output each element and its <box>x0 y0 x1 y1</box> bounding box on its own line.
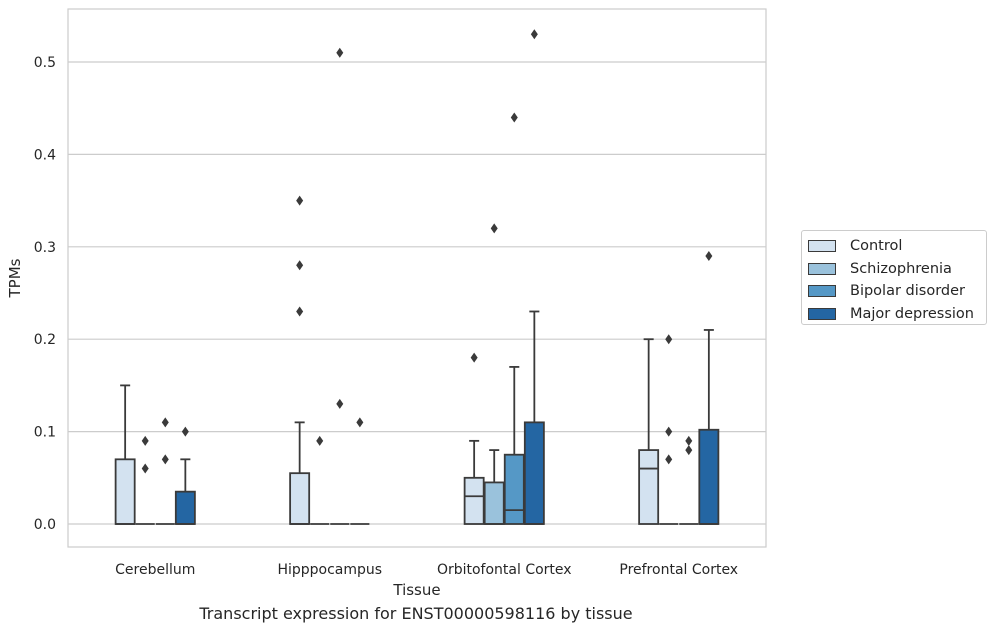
outlier-point <box>181 426 189 437</box>
box <box>463 476 485 525</box>
y-tick-label: 0.0 <box>34 517 56 533</box>
outlier-point <box>161 417 169 428</box>
outlier-point <box>141 463 149 474</box>
outlier-point <box>356 417 364 428</box>
outlier-point <box>296 306 304 317</box>
box <box>483 481 505 525</box>
outlier-point <box>685 435 693 446</box>
x-tick-label: Orbitofontal Cortex <box>437 562 572 578</box>
y-tick-label: 0.2 <box>34 332 56 348</box>
outlier-point <box>665 334 673 345</box>
box <box>289 472 311 525</box>
outlier-point <box>161 454 169 465</box>
chart-caption: Transcript expression for ENST0000059811… <box>199 604 633 623</box>
box <box>174 490 196 525</box>
legend-swatch <box>808 240 836 253</box>
outlier-point <box>490 223 498 234</box>
y-tick-labels: 0.0 0.1 0.2 0.3 0.4 0.5 <box>34 55 56 533</box>
box-series <box>114 29 720 525</box>
legend-label: Schizophrenia <box>850 260 952 277</box>
box <box>698 428 720 525</box>
y-tick-label: 0.3 <box>34 240 56 256</box>
outlier-point <box>141 435 149 446</box>
outlier-point <box>336 47 344 58</box>
y-tick-label: 0.1 <box>34 425 56 441</box>
x-tick-label: Hipppocampus <box>277 562 382 578</box>
x-axis-title: Tissue <box>392 581 440 599</box>
outlier-point <box>336 398 344 409</box>
legend-item: Schizophrenia <box>808 258 986 281</box>
x-tick-label: Prefrontal Cortex <box>619 562 738 578</box>
legend-swatch <box>808 262 836 275</box>
y-tick-label: 0.4 <box>34 147 56 163</box>
outlier-point <box>296 195 304 206</box>
outlier-point <box>510 112 518 123</box>
legend: Control Schizophrenia Bipolar disorder Majo… <box>801 230 987 325</box>
y-axis-title: TPMs <box>6 258 24 298</box>
outlier-point <box>665 426 673 437</box>
outlier-point <box>665 454 673 465</box>
legend-label: Control <box>850 238 903 255</box>
box <box>638 449 660 525</box>
x-tick-labels: Cerebellum Hipppocampus Orbitofontal Corte… <box>115 562 738 578</box>
outlier-point <box>470 352 478 363</box>
outlier-point <box>685 445 693 456</box>
plot-frame <box>67 8 767 548</box>
legend-item: Major depression <box>808 303 986 326</box>
legend-item: Bipolar disorder <box>808 280 986 303</box>
legend-swatch <box>808 307 836 320</box>
x-tick-label: Cerebellum <box>115 562 195 578</box>
box <box>503 453 525 525</box>
legend-item: Control <box>808 235 986 258</box>
outlier-point <box>705 251 713 262</box>
legend-label: Bipolar disorder <box>850 283 965 300</box>
outlier-point <box>530 29 538 40</box>
box <box>523 421 545 525</box>
outlier-point <box>316 435 324 446</box>
box <box>114 458 136 525</box>
legend-swatch <box>808 285 836 298</box>
legend-label: Major depression <box>850 305 974 322</box>
outlier-point <box>296 260 304 271</box>
y-tick-label: 0.5 <box>34 55 56 71</box>
